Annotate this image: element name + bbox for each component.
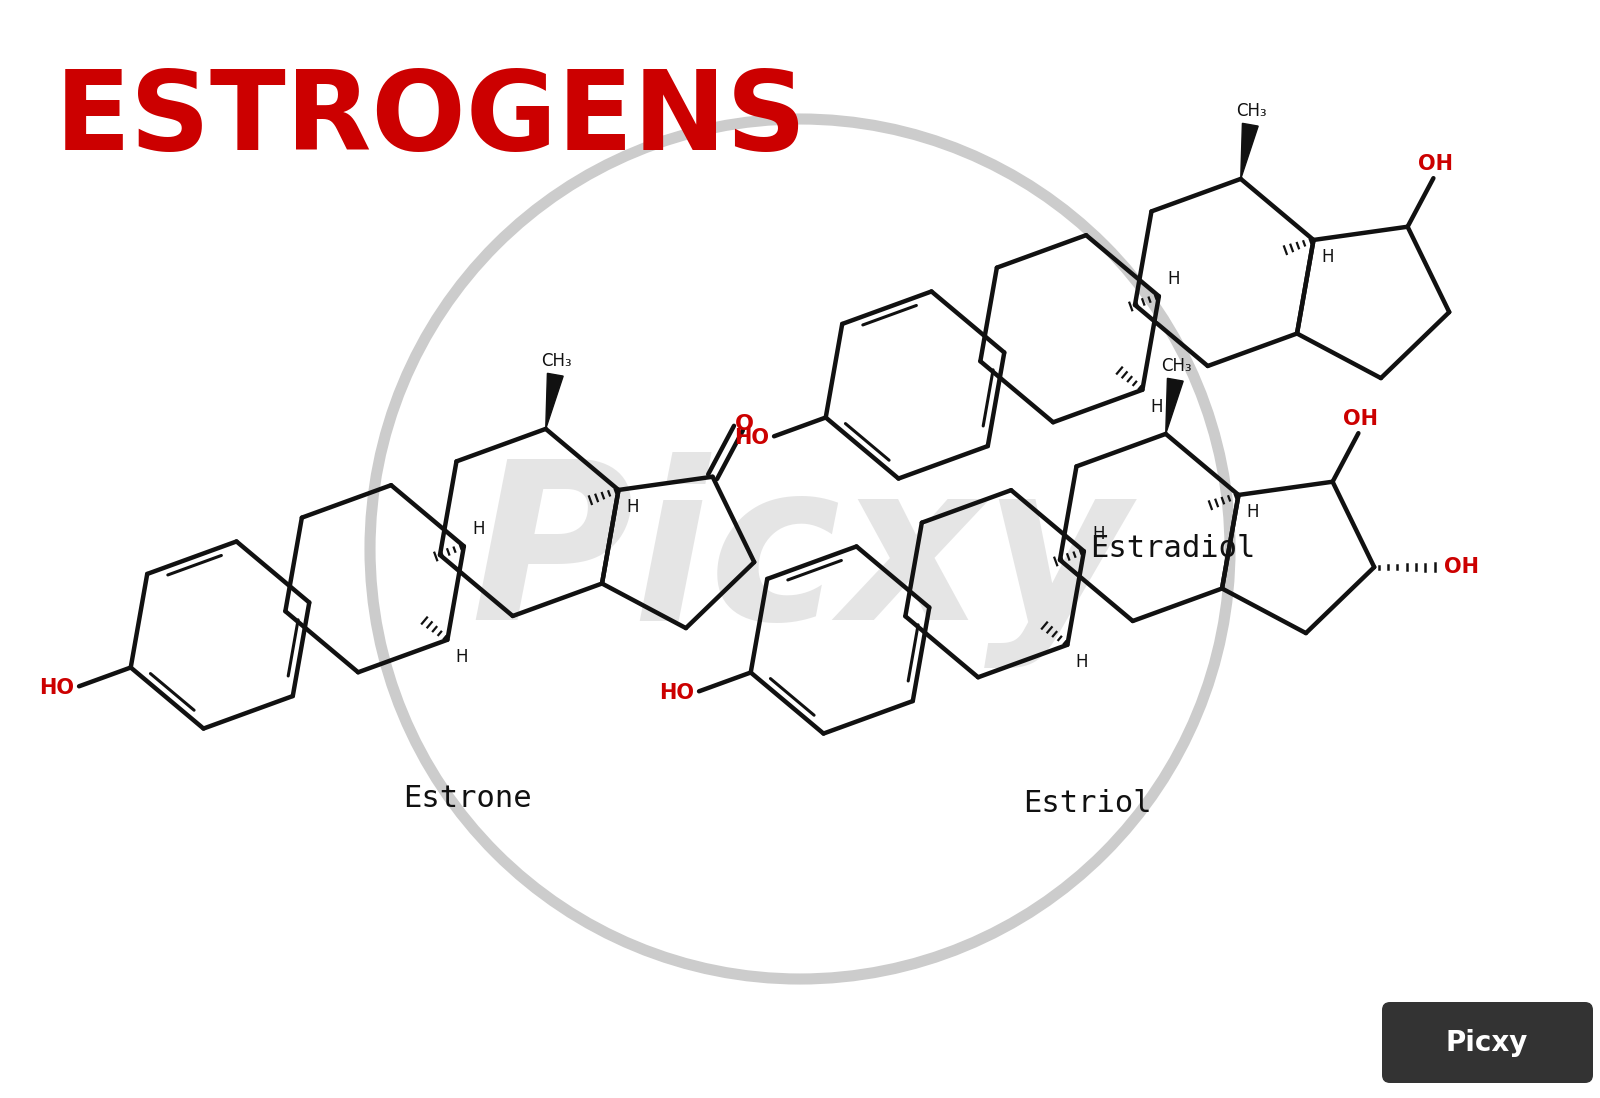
Text: H: H: [1091, 525, 1104, 544]
Text: Picxy: Picxy: [1446, 1029, 1528, 1057]
Polygon shape: [546, 373, 563, 429]
Text: CH₃: CH₃: [1162, 357, 1192, 374]
Text: Estriol: Estriol: [1022, 788, 1152, 818]
Text: Estradiol: Estradiol: [1090, 534, 1254, 562]
Text: H: H: [456, 648, 467, 665]
Text: HO: HO: [734, 428, 770, 448]
Text: OH: OH: [1344, 408, 1378, 428]
Polygon shape: [1240, 123, 1258, 179]
Text: CH₃: CH₃: [1235, 102, 1267, 120]
Text: OH: OH: [1418, 154, 1453, 173]
Text: OH: OH: [1445, 557, 1480, 578]
Text: O: O: [734, 414, 754, 434]
Text: HO: HO: [40, 677, 74, 698]
Text: H: H: [472, 520, 485, 538]
Text: H: H: [1166, 270, 1179, 289]
Text: H: H: [1246, 503, 1259, 520]
Text: HO: HO: [659, 683, 694, 703]
Text: H: H: [1075, 653, 1088, 671]
Text: H: H: [627, 498, 638, 516]
Text: Estrone: Estrone: [403, 784, 531, 813]
Text: ESTROGENS: ESTROGENS: [54, 67, 808, 173]
Text: H: H: [1150, 397, 1163, 416]
FancyBboxPatch shape: [1382, 1002, 1594, 1083]
Text: Picxy: Picxy: [470, 452, 1130, 668]
Text: CH₃: CH₃: [541, 351, 571, 370]
Text: H: H: [1322, 248, 1334, 266]
Polygon shape: [1166, 379, 1182, 434]
